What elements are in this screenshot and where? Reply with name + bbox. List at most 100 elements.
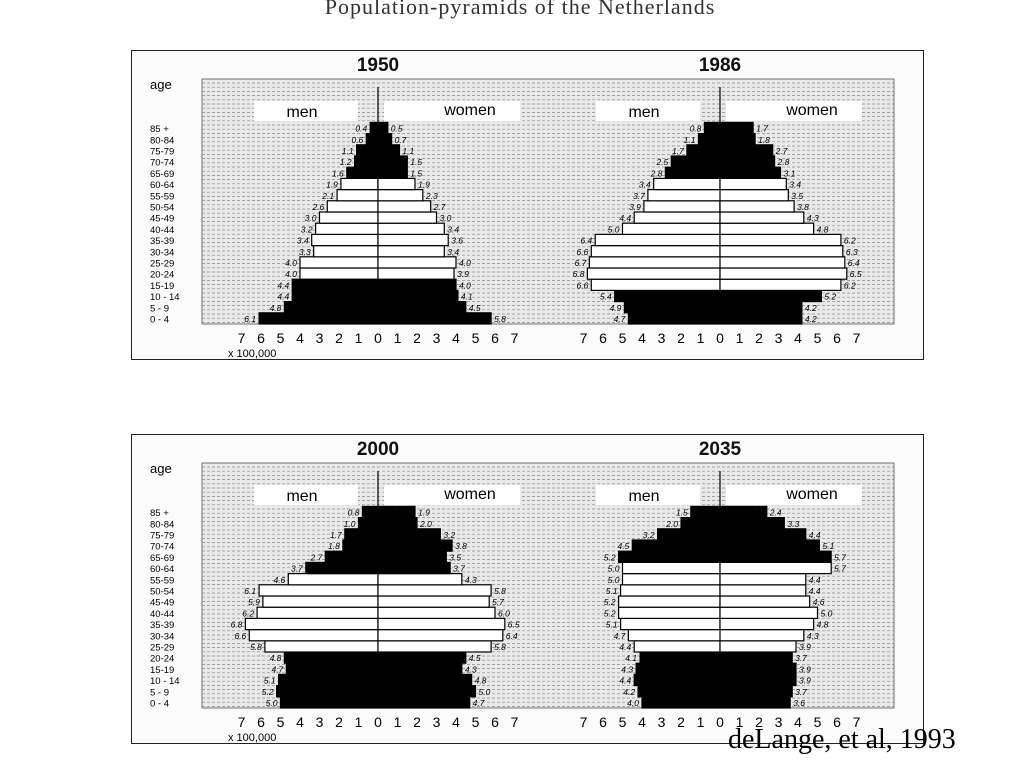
value-label-women: 5.7	[834, 564, 846, 574]
value-label-men: 4.0	[627, 698, 639, 708]
x-tick-label: 2	[413, 714, 421, 730]
bar-men-80-84	[680, 516, 721, 530]
value-label-women: 4.2	[805, 303, 817, 313]
x-tick-label: 5	[472, 714, 480, 730]
age-tick-label: 35-39	[150, 236, 174, 247]
age-tick-label: 30-34	[150, 247, 174, 258]
bar-men-20-24	[283, 651, 379, 664]
value-label-women: 1.5	[410, 168, 422, 178]
value-label-women: 6.3	[846, 247, 858, 257]
x-tick-label: 2	[677, 330, 685, 346]
x-tick-label: 1	[697, 714, 705, 730]
bar-women-15-19	[377, 662, 463, 675]
citation: deLange, et al, 1993	[728, 724, 956, 755]
x-tick-label: 7	[853, 714, 861, 730]
bar-women-65-69	[377, 550, 447, 563]
bar-women-5 - 9	[377, 685, 477, 698]
value-label-men: 4.4	[619, 642, 631, 652]
age-tick-label: 0 - 4	[150, 699, 169, 710]
bar-women-10 - 14	[719, 673, 797, 687]
bar-women-30-34	[719, 245, 844, 258]
value-label-women: 3.9	[457, 269, 469, 279]
value-label-women: 6.4	[848, 258, 860, 268]
bar-men-75-79	[344, 528, 379, 541]
bar-men-35-39	[594, 233, 721, 247]
x-tick-label: 3	[658, 330, 666, 346]
value-label-men: 5.2	[604, 597, 616, 607]
pyramids-panel-bottom: 2000 5.0 4.7 0 - 4 5.2 5.0 5 - 9 5.1 4.8 10 - 14 4…	[131, 434, 924, 744]
x-tick-label: 7	[853, 330, 861, 346]
x-tick-label: 6	[257, 714, 265, 730]
bar-men-50-54	[258, 584, 379, 597]
bar-men-80-84	[697, 132, 721, 146]
age-tick-label: 5 - 9	[150, 687, 169, 698]
age-tick-label: 55-59	[150, 575, 174, 586]
bar-men-15-19	[291, 278, 379, 291]
age-tick-label: 30-34	[150, 631, 174, 642]
value-label-women: 0.5	[391, 124, 403, 134]
bar-women-60-64	[377, 561, 451, 575]
pyramid-title: 1986	[699, 55, 741, 76]
bar-women-55-59	[377, 189, 424, 202]
value-label-women: 4.0	[459, 258, 471, 268]
bar-women-30-34	[719, 629, 805, 642]
bar-women-80-84	[377, 132, 393, 146]
value-label-women: 3.9	[799, 642, 811, 652]
age-tick-label: 80-84	[150, 135, 174, 146]
bar-women-40-44	[377, 222, 445, 235]
bar-women-5 - 9	[719, 685, 793, 698]
value-label-men: 3.4	[297, 236, 309, 246]
bar-men-60-64	[340, 177, 379, 191]
bar-men-0 - 4	[627, 312, 721, 325]
value-label-men: 4.0	[285, 258, 297, 268]
value-label-women: 0.7	[395, 135, 407, 145]
bar-men-5 - 9	[283, 301, 379, 314]
value-label-women: 5.8	[494, 642, 506, 652]
bar-women-15-19	[377, 278, 457, 291]
bar-men-75-79	[686, 144, 721, 157]
value-label-women: 5.8	[494, 314, 506, 324]
x-tick-label: 4	[794, 330, 802, 346]
bar-women-25-29	[377, 256, 457, 269]
value-label-women: 3.9	[799, 664, 811, 674]
value-label-men: 4.2	[623, 687, 635, 697]
women-label: women	[443, 486, 496, 503]
value-label-women: 1.9	[418, 508, 430, 518]
bar-men-35-39	[311, 233, 379, 247]
bar-men-10 - 14	[278, 673, 379, 687]
x-tick-label: 3	[775, 330, 783, 346]
women-label-box	[384, 485, 520, 505]
value-label-men: 5.2	[604, 552, 616, 562]
bar-men-40-44	[621, 222, 721, 235]
value-label-women: 3.1	[784, 168, 796, 178]
bar-men-0 - 4	[641, 696, 721, 709]
bar-men-25-29	[264, 640, 379, 653]
value-label-men: 1.2	[340, 157, 352, 167]
value-label-men: 3.4	[639, 180, 651, 190]
value-label-men: 6.7	[575, 258, 587, 268]
x-tick-label: 1	[736, 330, 744, 346]
bar-men-35-39	[620, 617, 721, 631]
age-tick-label: 10 - 14	[150, 292, 180, 303]
bar-women-65-69	[719, 550, 832, 563]
value-label-women: 3.5	[791, 191, 803, 201]
x-tick-label: 3	[433, 714, 441, 730]
bar-men-30-34	[313, 245, 379, 258]
value-label-men: 1.8	[328, 541, 340, 551]
value-label-women: 4.8	[475, 676, 487, 686]
bar-men-50-54	[643, 200, 721, 213]
value-label-women: 2.7	[775, 146, 788, 156]
bar-men-20-24	[299, 267, 379, 280]
value-label-women: 4.3	[465, 664, 477, 674]
age-tick-label: 75-79	[150, 531, 174, 542]
bar-women-60-64	[377, 177, 416, 191]
bar-women-60-64	[719, 177, 787, 191]
value-label-men: 5.0	[608, 564, 620, 574]
bar-women-50-54	[719, 584, 807, 597]
bar-women-75-79	[377, 144, 401, 157]
bar-women-35-39	[719, 617, 815, 631]
bar-men-0 - 4	[258, 312, 379, 325]
bar-men-70-74	[342, 539, 379, 552]
value-label-men: 4.3	[621, 664, 633, 674]
